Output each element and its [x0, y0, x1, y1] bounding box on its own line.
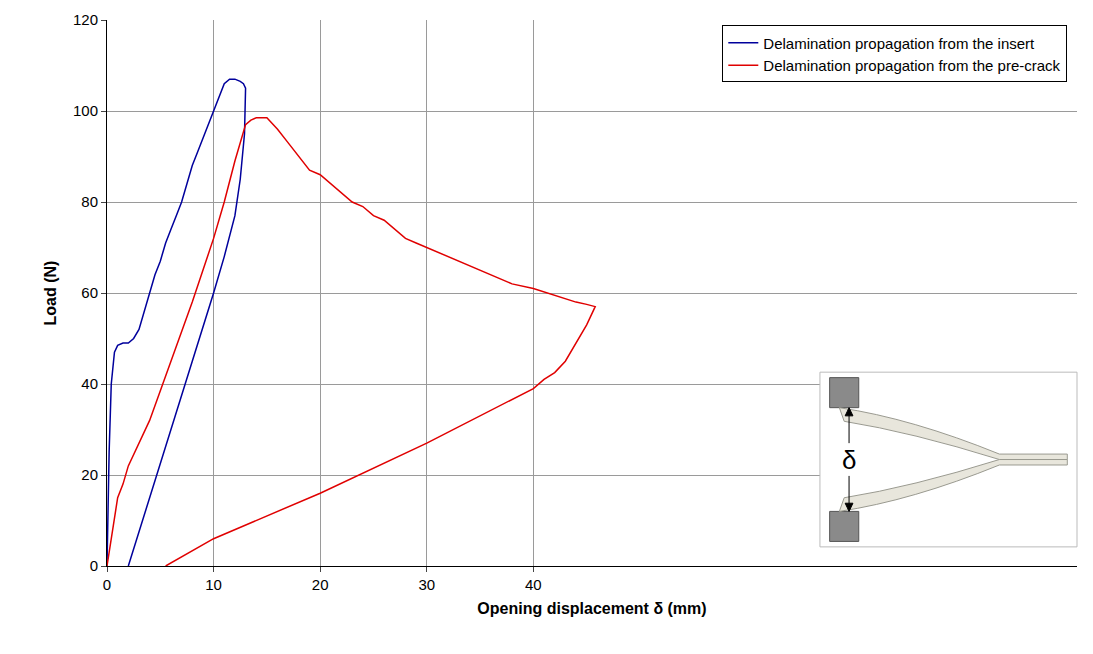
svg-text:100: 100: [73, 102, 98, 119]
svg-text:20: 20: [312, 576, 329, 593]
svg-text:Delamination propagation from: Delamination propagation from the insert: [763, 35, 1035, 52]
svg-text:120: 120: [73, 11, 98, 28]
svg-text:40: 40: [81, 375, 98, 392]
svg-text:40: 40: [525, 576, 542, 593]
svg-text:0: 0: [103, 576, 111, 593]
svg-text:80: 80: [81, 193, 98, 210]
svg-text:δ: δ: [842, 445, 856, 475]
svg-text:60: 60: [81, 284, 98, 301]
svg-text:Load (N): Load (N): [42, 261, 59, 326]
svg-text:Opening displacement δ (mm): Opening displacement δ (mm): [477, 600, 706, 617]
svg-text:20: 20: [81, 466, 98, 483]
svg-text:0: 0: [90, 557, 98, 574]
svg-text:Delamination propagation from: Delamination propagation from the pre-cr…: [763, 57, 1060, 74]
svg-text:10: 10: [205, 576, 222, 593]
svg-text:30: 30: [418, 576, 435, 593]
